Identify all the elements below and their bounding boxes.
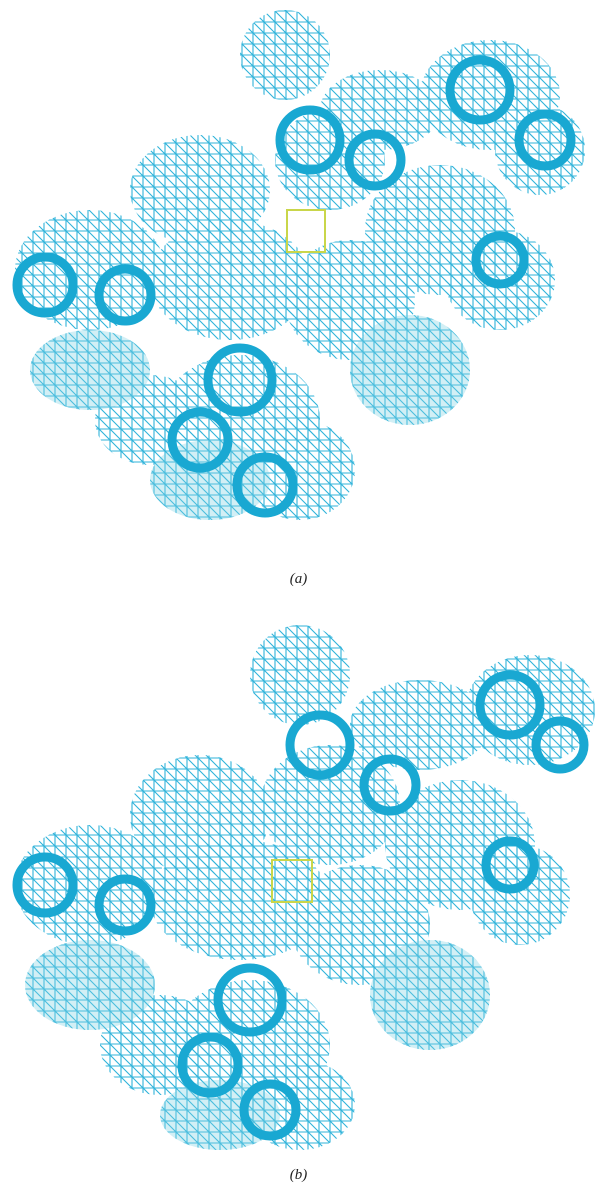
electron-density-mesh-b xyxy=(12,625,595,1150)
highlight-box-a xyxy=(286,209,326,253)
panel-b-label: (b) xyxy=(289,1167,308,1183)
panel-b-density-map xyxy=(0,615,597,1160)
electron-density-mesh-a xyxy=(12,10,585,520)
highlight-box-b xyxy=(271,859,313,903)
panel-a-density-map xyxy=(0,0,597,540)
panel-a-label: (a) xyxy=(289,571,308,587)
